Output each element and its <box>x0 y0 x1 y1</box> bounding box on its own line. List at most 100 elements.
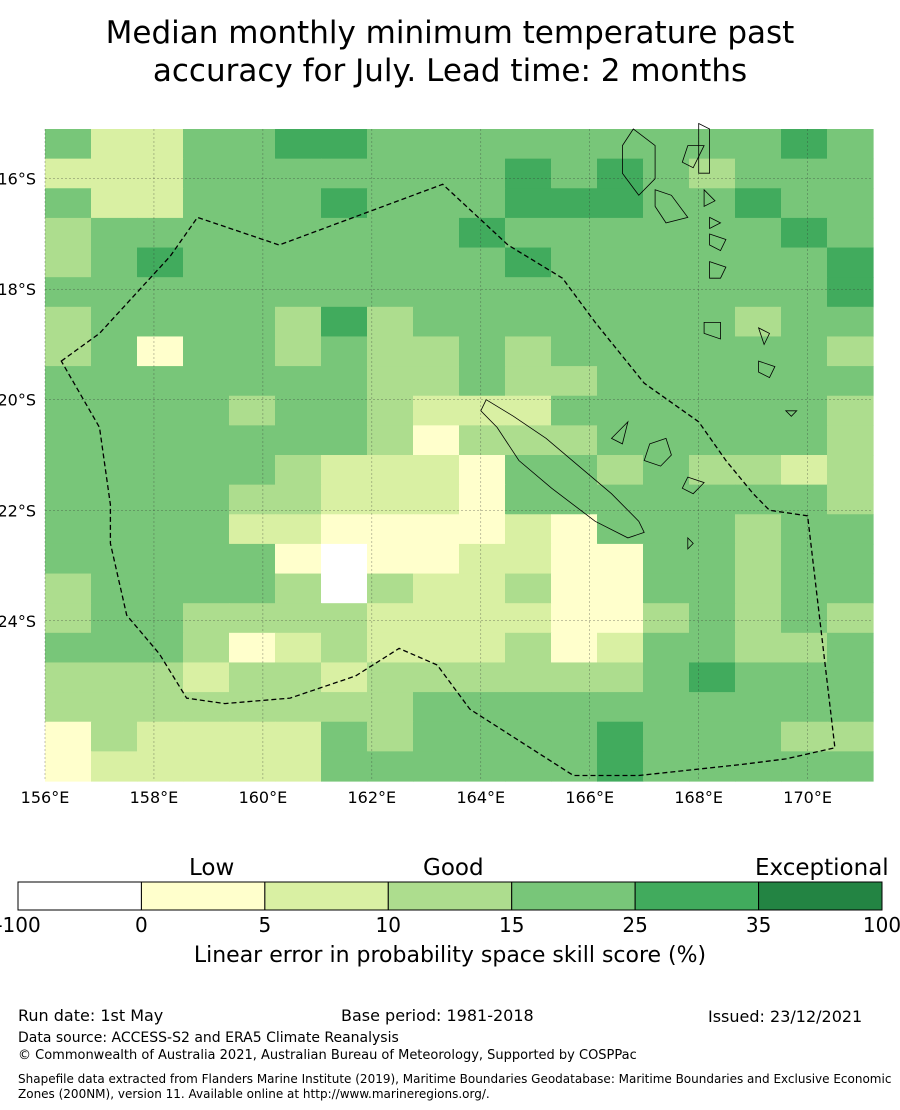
skill-cell <box>781 188 828 219</box>
skill-cell <box>413 543 460 575</box>
skill-cell <box>275 129 322 160</box>
skill-cell <box>45 366 92 397</box>
skill-cell <box>505 692 552 723</box>
skill-cell <box>183 751 230 782</box>
skill-cell <box>91 366 138 397</box>
skill-cell <box>551 573 598 604</box>
skill-cell <box>91 632 138 664</box>
skill-cell <box>643 514 690 545</box>
skill-cell <box>827 455 874 486</box>
skill-cell <box>321 662 368 693</box>
lon-tick-label: 162°E <box>348 788 397 807</box>
skill-cell <box>91 455 138 486</box>
skill-cell <box>229 158 276 189</box>
skill-cell <box>505 395 552 426</box>
island-outline <box>703 321 721 340</box>
island-outline <box>758 360 776 379</box>
skill-cell <box>413 395 460 426</box>
skill-cell <box>781 543 828 575</box>
skill-cell <box>643 662 690 693</box>
skill-cell <box>45 217 92 249</box>
skill-cell <box>45 158 92 189</box>
skill-cell <box>413 129 460 160</box>
shapefile-note: Shapefile data extracted from Flanders M… <box>18 1072 892 1101</box>
skill-cell <box>367 129 414 160</box>
skill-cell <box>91 751 138 782</box>
skill-cell <box>413 306 460 338</box>
skill-cell <box>229 751 276 782</box>
skill-cell <box>91 721 138 752</box>
skill-cell <box>597 129 644 160</box>
colorbar-tick-label: 35 <box>746 913 771 937</box>
skill-cell <box>597 188 644 219</box>
skill-cell <box>413 662 460 693</box>
lat-tick-label: 24°S <box>0 612 36 631</box>
skill-cell <box>643 306 690 338</box>
skill-cell <box>505 603 552 634</box>
chart-title: Median monthly minimum temperature past … <box>0 14 900 90</box>
skill-cell <box>827 603 874 634</box>
skill-cell <box>137 603 184 634</box>
skill-cell <box>735 692 782 723</box>
skill-cell <box>137 158 184 189</box>
skill-cell <box>321 573 368 604</box>
skill-cell <box>459 158 506 189</box>
skill-cell <box>183 247 230 278</box>
skill-cell <box>45 425 92 456</box>
skill-cell <box>505 366 552 397</box>
skill-cell <box>689 543 736 575</box>
skill-cell <box>735 425 782 456</box>
skill-cell <box>689 632 736 664</box>
skill-cell <box>735 455 782 486</box>
skill-cell <box>137 751 184 782</box>
skill-cell <box>183 573 230 604</box>
skill-cell <box>551 603 598 634</box>
skill-cell <box>505 573 552 604</box>
skill-cell <box>229 306 276 338</box>
run-date: Run date: 1st May <box>18 1006 164 1025</box>
skill-cell <box>367 514 414 545</box>
skill-cell <box>459 632 506 664</box>
skill-cell <box>229 603 276 634</box>
skill-cell <box>91 692 138 723</box>
skill-cell <box>183 484 230 515</box>
skill-cell <box>229 543 276 575</box>
skill-cell <box>827 366 874 397</box>
colorbar-tick-label: 5 <box>258 913 271 937</box>
skill-cell <box>275 751 322 782</box>
island-outline <box>643 437 672 467</box>
skill-cell <box>689 277 736 308</box>
island-outline <box>480 399 645 539</box>
skill-cell <box>735 247 782 278</box>
skill-cell <box>597 306 644 338</box>
skill-cell <box>413 247 460 278</box>
skill-cell <box>229 692 276 723</box>
skill-cell <box>689 395 736 426</box>
skill-cell <box>643 129 690 160</box>
skill-cell <box>551 336 598 367</box>
skill-cell <box>597 217 644 249</box>
skill-cell <box>735 603 782 634</box>
skill-cell <box>91 603 138 634</box>
skill-cell <box>551 455 598 486</box>
skill-cell <box>781 129 828 160</box>
skill-cell <box>45 632 92 664</box>
skill-cell <box>45 514 92 545</box>
skill-cell <box>597 721 644 752</box>
skill-cell <box>183 632 230 664</box>
skill-cell <box>321 158 368 189</box>
skill-cell <box>275 721 322 752</box>
skill-cell <box>597 514 644 545</box>
skill-cell <box>229 425 276 456</box>
skill-cell <box>827 158 874 189</box>
skill-cell <box>45 455 92 486</box>
skill-cell <box>735 306 782 338</box>
issued-date: Issued: 23/12/2021 <box>708 1007 863 1026</box>
colorbar-tick-label: 10 <box>376 913 401 937</box>
skill-cell <box>597 455 644 486</box>
skill-cell <box>367 336 414 367</box>
skill-cell <box>275 188 322 219</box>
skill-cell <box>689 484 736 515</box>
skill-cell <box>459 603 506 634</box>
skill-cell <box>827 306 874 338</box>
